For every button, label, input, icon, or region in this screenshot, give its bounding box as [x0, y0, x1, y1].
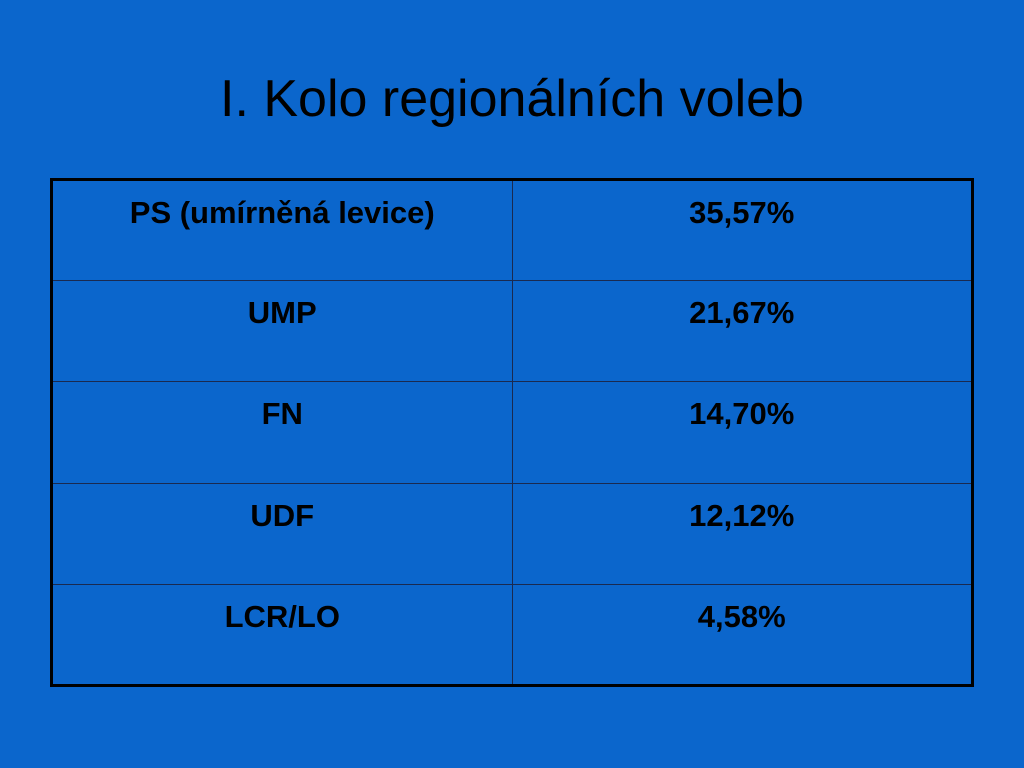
party-cell: FN — [51, 381, 513, 484]
percent-cell: 21,67% — [511, 280, 973, 383]
percent-cell: 4,58% — [511, 583, 973, 687]
table-body: PS (umírněná levice) 35,57% UMP 21,67% FN 14,… — [51, 178, 973, 687]
party-cell: UDF — [51, 482, 513, 585]
percent-cell: 35,57% — [511, 178, 973, 282]
party-cell: PS (umírněná levice) — [51, 178, 513, 282]
slide-title: I. Kolo regionálních voleb — [220, 70, 804, 128]
results-table: PS (umírněná levice) 35,57% UMP 21,67% FN 14,… — [50, 178, 974, 687]
table-row: UMP 21,67% — [51, 280, 973, 383]
table-row: FN 14,70% — [51, 381, 973, 484]
table-row: LCR/LO 4,58% — [51, 583, 973, 687]
party-cell: UMP — [51, 280, 513, 383]
party-cell: LCR/LO — [51, 583, 513, 687]
table-row: UDF 12,12% — [51, 482, 973, 585]
percent-cell: 12,12% — [511, 482, 973, 585]
percent-cell: 14,70% — [511, 381, 973, 484]
table-row: PS (umírněná levice) 35,57% — [51, 178, 973, 282]
